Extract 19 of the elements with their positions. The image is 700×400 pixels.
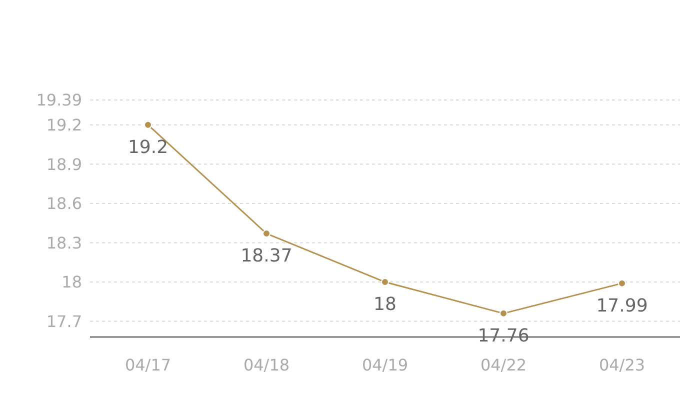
- x-tick-label: 04/19: [362, 355, 408, 374]
- point: [618, 279, 626, 288]
- data-label: 19.2: [128, 136, 168, 158]
- x-tick-label: 04/22: [480, 355, 527, 374]
- data-label: 17.99: [596, 295, 648, 316]
- y-tick-label: 19.39: [36, 90, 82, 110]
- y-tick-label: 18.3: [46, 233, 82, 252]
- x-tick-label: 04/23: [598, 355, 646, 374]
- point: [500, 309, 508, 318]
- y-tick-label: 18.9: [46, 154, 82, 174]
- x-tick-label: 04/18: [243, 355, 290, 374]
- y-tick-label: 18: [62, 272, 82, 292]
- y-tick-label: 19.2: [46, 116, 82, 135]
- x-tick-label: 04/17: [124, 355, 172, 374]
- point: [144, 120, 152, 129]
- data-label: 18.37: [240, 246, 292, 267]
- y-tick-label: 18.6: [46, 194, 82, 214]
- y-tick-label: 17.7: [46, 312, 82, 331]
- data-label: 18: [374, 294, 396, 316]
